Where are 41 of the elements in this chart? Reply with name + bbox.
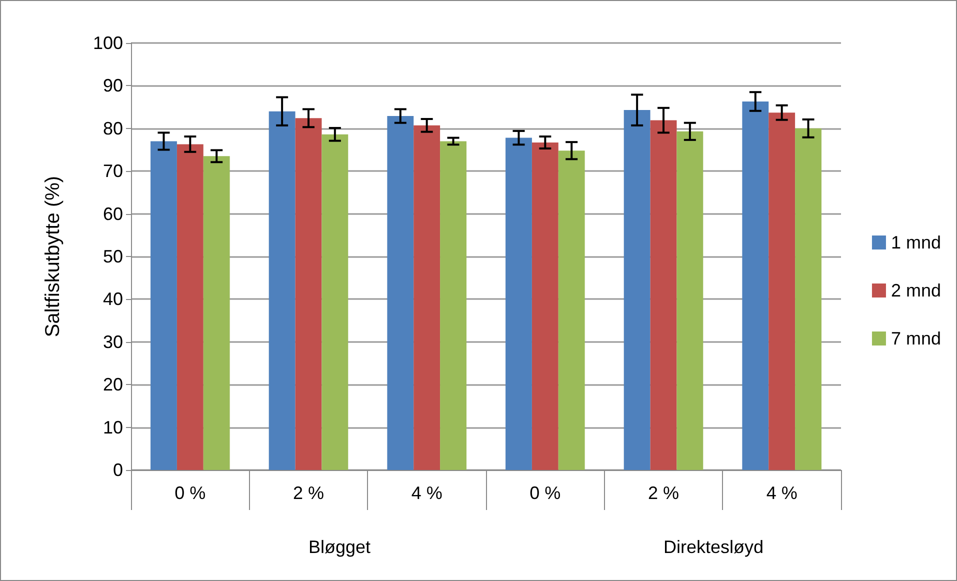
text: Direktesløyd — [663, 537, 764, 557]
bar — [676, 131, 704, 470]
x-tick-label: 4 % — [766, 483, 798, 503]
bar — [414, 125, 440, 470]
y-tick-label: 10 — [102, 417, 123, 438]
y-tick-label: 20 — [102, 374, 123, 395]
bar — [150, 141, 177, 470]
bar — [768, 112, 796, 470]
x-tick-label: 4 % — [411, 483, 442, 503]
text: Bløgget — [308, 537, 371, 557]
x-tick-label: 2 % — [648, 483, 680, 503]
bar — [440, 141, 466, 470]
y-tick-label: 80 — [102, 118, 123, 138]
x-tick-label: 0 % — [174, 483, 206, 503]
x-tick-label: 2 % — [292, 483, 324, 503]
bar — [795, 128, 822, 470]
bar — [268, 111, 296, 470]
bar — [742, 102, 769, 470]
y-tick-label: 40 — [102, 289, 123, 310]
legend-label: 2 mnd — [890, 280, 942, 300]
legend-label: 1 mnd — [890, 232, 942, 252]
bar — [295, 118, 322, 470]
bar — [322, 134, 348, 470]
bar — [506, 138, 532, 470]
bar — [558, 150, 585, 470]
legend-label: 7 mnd — [890, 328, 942, 348]
bar — [203, 156, 230, 470]
bar — [387, 116, 414, 470]
y-tick-label: 100 — [92, 33, 123, 53]
y-tick-label: 0 — [112, 460, 123, 480]
y-tick-label: 70 — [102, 161, 123, 182]
y-tick-label: 30 — [102, 332, 123, 352]
y-tick-label: 50 — [102, 246, 123, 266]
y-tick-label: 60 — [102, 204, 123, 224]
y-axis-title: Saltfiskutbytte (%) — [42, 176, 64, 338]
y-tick-label: 90 — [102, 76, 123, 96]
bar — [650, 120, 677, 470]
x-tick-label: 0 % — [530, 483, 561, 503]
bar — [176, 144, 204, 470]
bar — [532, 142, 558, 470]
bar — [624, 110, 650, 470]
